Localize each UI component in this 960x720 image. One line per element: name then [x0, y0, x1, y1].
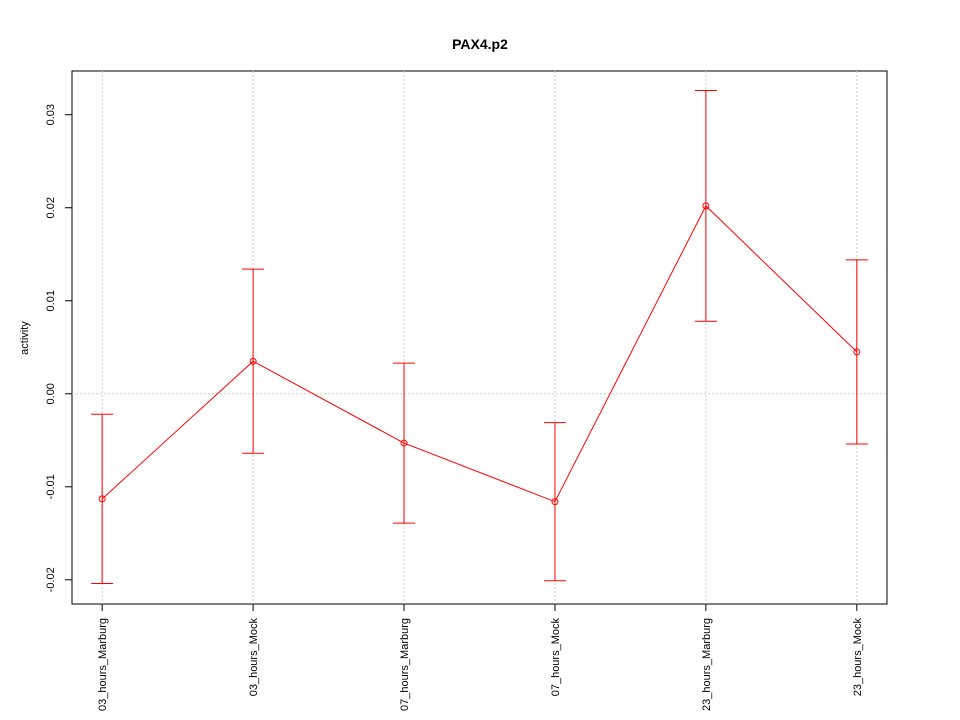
series-line — [101, 205, 858, 503]
point — [98, 495, 106, 503]
y-tick-label: 0.02 — [45, 197, 57, 218]
y-axis-label: activity — [19, 321, 31, 355]
point — [400, 439, 408, 447]
plot-frame — [71, 70, 888, 605]
x-tick-label: 23_hours_Mock — [852, 618, 864, 697]
x-tick-label: 07_hours_Marburg — [399, 618, 411, 711]
point — [702, 202, 710, 210]
y-tick-label: -0.02 — [45, 567, 57, 592]
point — [249, 357, 257, 365]
y-tick-label: -0.01 — [45, 474, 57, 499]
x-tick-label: 23_hours_Marburg — [701, 618, 713, 711]
y-tick-label: 0.00 — [45, 383, 57, 404]
point — [551, 498, 559, 506]
point — [853, 348, 861, 356]
x-tick-label: 03_hours_Marburg — [97, 618, 109, 711]
y-tick-label: 0.03 — [45, 104, 57, 125]
chart-title: PAX4.p2 — [452, 36, 508, 52]
x-tick-label: 07_hours_Mock — [550, 618, 562, 697]
x-tick-label: 03_hours_Mock — [248, 618, 260, 697]
y-tick-label: 0.01 — [45, 290, 57, 311]
